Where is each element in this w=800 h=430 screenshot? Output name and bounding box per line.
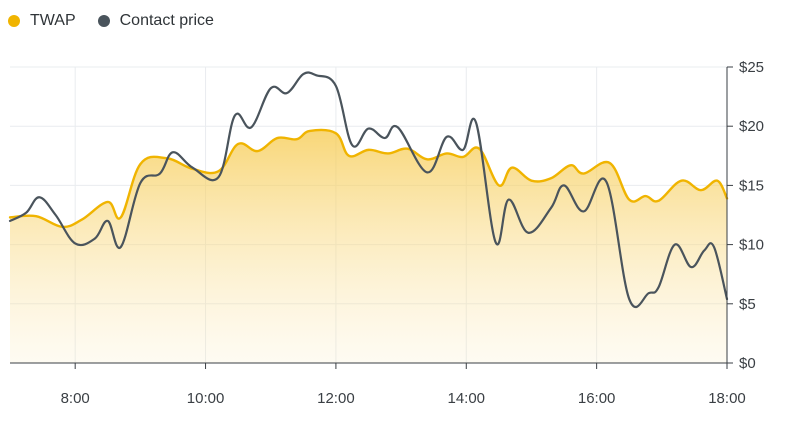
y-tick-label: $0 [739,355,756,372]
x-tick-label: 16:00 [578,390,616,407]
legend-label-contact-price: Contact price [119,12,214,29]
y-tick-label: $20 [739,118,764,135]
x-tick-label: 8:00 [61,390,90,407]
contact-price-dot-icon [97,15,110,27]
legend-item-twap[interactable]: TWAP [8,12,76,30]
x-tick-label: 10:00 [187,390,225,407]
series-line-twap [8,128,729,229]
axes: $0 $5 $10 $15 $20 $25 8:00 10:00 12:00 14:00 16:00… [10,59,764,407]
line-layer [8,71,729,308]
x-tick-label: 18:00 [708,390,746,407]
series-area-twap [10,130,727,363]
x-tick-label: 12:00 [317,390,355,407]
y-tick-label: $15 [739,177,764,194]
series-line-contact-price [8,71,729,308]
legend: TWAP Contact price [8,12,214,30]
area-layer [10,130,727,363]
twap-dot-icon [8,15,20,27]
legend-item-contact-price[interactable]: Contact price [97,12,214,30]
y-tick-label: $25 [739,59,764,76]
y-tick-label: $10 [739,237,764,254]
y-tick-label: $5 [739,296,756,313]
legend-label-twap: TWAP [30,12,76,29]
x-tick-label: 14:00 [447,390,485,407]
